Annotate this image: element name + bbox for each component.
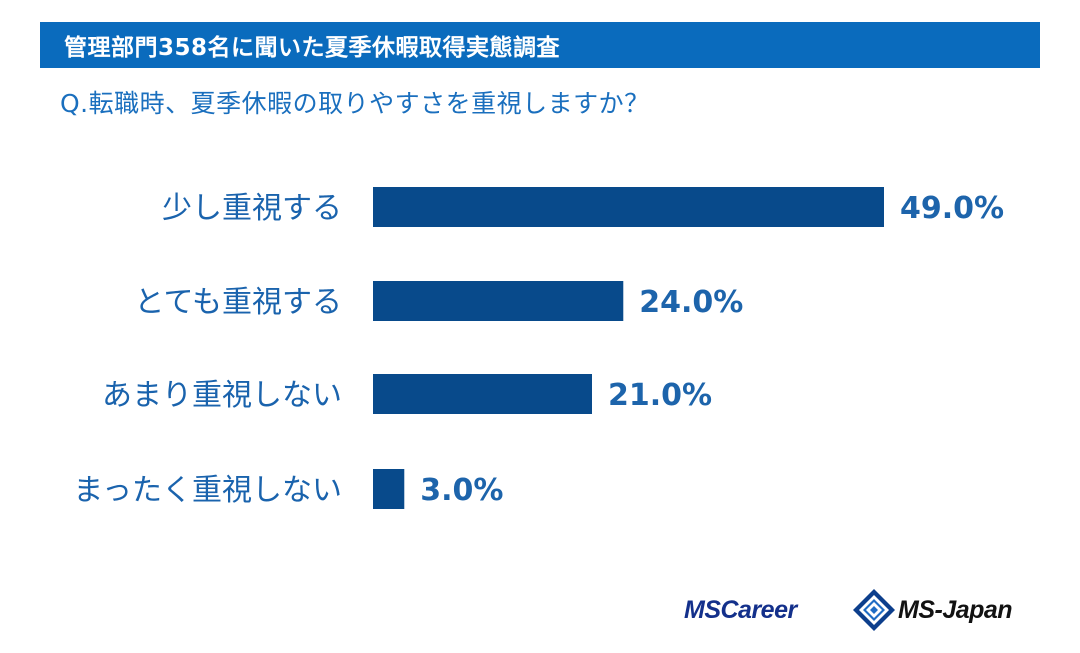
ms-japan-logo-text: MS-Japan bbox=[898, 595, 1013, 624]
value-label: 24.0% bbox=[639, 285, 743, 320]
bar bbox=[373, 469, 405, 509]
category-label: とても重視する bbox=[134, 285, 342, 320]
ms-career-logo: MSCareer bbox=[684, 588, 797, 632]
category-label: 少し重視する bbox=[162, 191, 342, 226]
value-label: 3.0% bbox=[420, 473, 503, 508]
question-text: Q.転職時、夏季休暇の取りやすさを重視しますか？ bbox=[60, 89, 650, 118]
value-label: 49.0% bbox=[900, 191, 1004, 226]
survey-title: 管理部門358名に聞いた夏季休暇取得実態調査 bbox=[64, 35, 561, 61]
header-bar: 管理部門358名に聞いた夏季休暇取得実態調査 bbox=[40, 22, 1040, 68]
bar bbox=[373, 281, 624, 321]
value-label: 21.0% bbox=[608, 378, 712, 413]
category-label: まったく重視しない bbox=[73, 473, 342, 508]
bar bbox=[373, 187, 884, 227]
ms-career-logo-text: MSCareer bbox=[684, 595, 797, 624]
ms-japan-mark-icon bbox=[853, 589, 895, 631]
bar bbox=[373, 374, 592, 414]
ms-japan-logo: MS-Japan bbox=[852, 588, 1013, 632]
category-label: あまり重視しない bbox=[102, 378, 342, 413]
